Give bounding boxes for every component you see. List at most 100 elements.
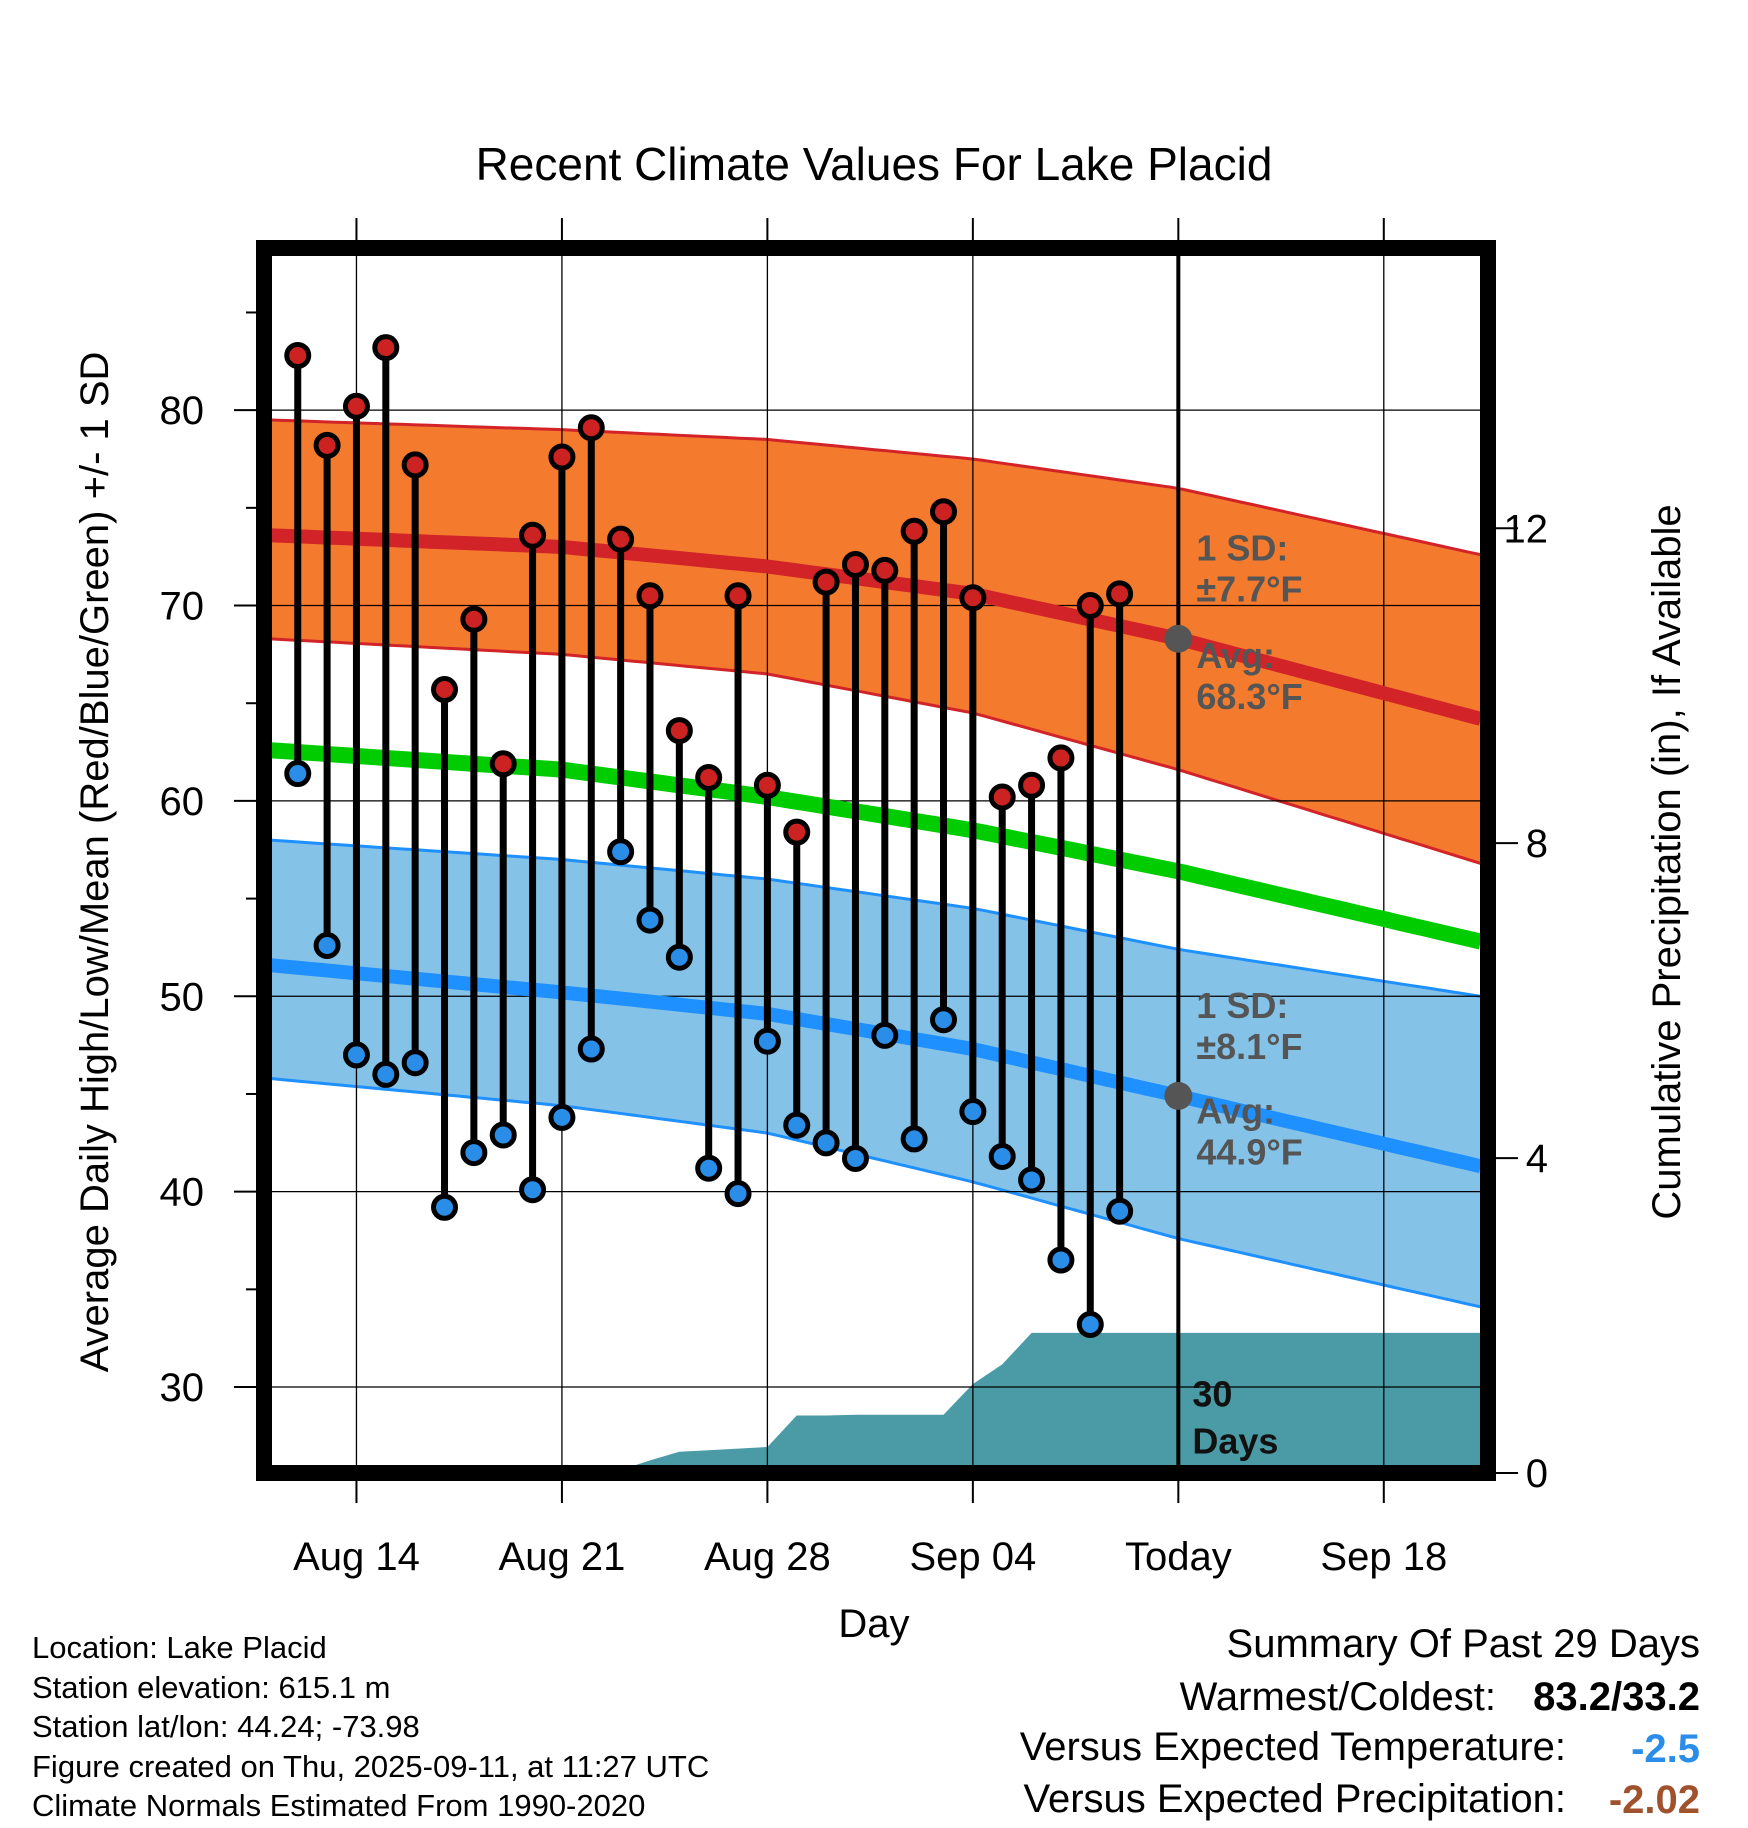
summary-warmest-value: 83.2/33.2 xyxy=(1533,1675,1700,1719)
daily-low-point xyxy=(607,838,635,866)
daily-low-point xyxy=(841,1144,869,1172)
today-high-avg-marker xyxy=(1164,624,1193,653)
y-axis-label: Average Daily High/Low/Mean (Red/Blue/Gr… xyxy=(73,352,117,1373)
daily-high-point xyxy=(460,605,488,633)
high-sd-label: 1 SD: xyxy=(1196,528,1288,569)
x-tick-label: Sep 04 xyxy=(909,1535,1036,1579)
daily-low-point xyxy=(783,1111,811,1139)
daily-high-point xyxy=(1106,580,1134,608)
daily-high-point xyxy=(548,443,576,471)
low-avg-value: 44.9°F xyxy=(1196,1131,1302,1172)
daily-high-point xyxy=(401,451,429,479)
y2-tick-label: 12 xyxy=(1504,507,1549,551)
x-tick-label: Aug 21 xyxy=(499,1535,626,1579)
summary-temp-label: Versus Expected Temperature: xyxy=(1020,1725,1566,1769)
summary-heading: Summary Of Past 29 Days xyxy=(1227,1622,1700,1666)
y-tick-label: 70 xyxy=(160,585,205,629)
x-axis-label: Day xyxy=(838,1602,909,1646)
daily-low-point xyxy=(812,1129,840,1157)
daily-high-point xyxy=(489,750,517,778)
daily-high-point xyxy=(431,676,459,704)
daily-low-point xyxy=(753,1027,781,1055)
daily-high-point xyxy=(930,498,958,526)
daily-high-point xyxy=(871,556,899,584)
daily-low-point xyxy=(519,1176,547,1204)
daily-high-point xyxy=(636,582,664,610)
info-location: Location: Lake Placid xyxy=(32,1630,327,1665)
daily-low-point xyxy=(431,1193,459,1221)
daily-low-point xyxy=(1018,1166,1046,1194)
y-tick-label: 60 xyxy=(160,780,205,824)
x-tick-label: Sep 18 xyxy=(1320,1535,1447,1579)
chart-title: Recent Climate Values For Lake Placid xyxy=(476,138,1273,190)
y2-axis-label: Cumulative Precipitation (in), If Availa… xyxy=(1645,504,1689,1219)
y2-tick-label: 8 xyxy=(1526,822,1548,866)
x-tick-label: Aug 14 xyxy=(293,1535,420,1579)
low-avg-label: Avg: xyxy=(1196,1090,1275,1131)
summary-temp-value: -2.5 xyxy=(1631,1727,1700,1771)
today-low-avg-marker xyxy=(1164,1081,1193,1110)
daily-low-point xyxy=(548,1103,576,1131)
high-sd-value: ±7.7°F xyxy=(1196,569,1302,610)
y-tick-label: 30 xyxy=(160,1366,205,1410)
days-count-label: 30 xyxy=(1192,1374,1232,1415)
daily-low-point xyxy=(636,906,664,934)
daily-low-point xyxy=(930,1006,958,1034)
daily-high-point xyxy=(988,783,1016,811)
daily-low-point xyxy=(959,1098,987,1126)
daily-low-point xyxy=(1047,1246,1075,1274)
summary-precip-label: Versus Expected Precipitation: xyxy=(1023,1777,1566,1821)
daily-high-point xyxy=(900,517,928,545)
daily-low-point xyxy=(871,1021,899,1049)
summary-warmest-label: Warmest/Coldest: xyxy=(1180,1675,1496,1719)
daily-high-point xyxy=(607,525,635,553)
y2-tick-label: 4 xyxy=(1526,1137,1548,1181)
daily-high-point xyxy=(724,582,752,610)
y-tick-label: 80 xyxy=(160,389,205,433)
daily-low-point xyxy=(695,1154,723,1182)
daily-high-point xyxy=(1076,592,1104,620)
daily-low-point xyxy=(372,1060,400,1088)
info-created: Figure created on Thu, 2025-09-11, at 11… xyxy=(32,1749,709,1784)
high-avg-label: Avg: xyxy=(1196,635,1275,676)
high-band-upper-edge xyxy=(268,418,1482,557)
info-elevation: Station elevation: 615.1 m xyxy=(32,1670,390,1705)
daily-low-point xyxy=(313,931,341,959)
daily-high-point xyxy=(841,551,869,579)
daily-low-point xyxy=(900,1125,928,1153)
daily-low-point xyxy=(284,760,312,788)
daily-low-point xyxy=(988,1142,1016,1170)
daily-high-point xyxy=(695,763,723,791)
daily-high-point xyxy=(753,771,781,799)
low-sd-value: ±8.1°F xyxy=(1196,1026,1302,1067)
station-info: Location: Lake Placid Station elevation:… xyxy=(32,1630,709,1823)
x-tick-label: Aug 28 xyxy=(704,1535,831,1579)
daily-high-point xyxy=(783,818,811,846)
daily-high-point xyxy=(313,431,341,459)
low-sd-label: 1 SD: xyxy=(1196,985,1288,1026)
days-word-label: Days xyxy=(1192,1420,1278,1461)
high-avg-value: 68.3°F xyxy=(1196,676,1302,717)
daily-high-point xyxy=(959,584,987,612)
daily-low-point xyxy=(1076,1311,1104,1339)
daily-high-point xyxy=(665,717,693,745)
daily-high-point xyxy=(1018,771,1046,799)
y-tick-label: 40 xyxy=(160,1171,205,1215)
daily-low-point xyxy=(665,943,693,971)
daily-high-point xyxy=(284,341,312,369)
daily-high-point xyxy=(519,521,547,549)
daily-low-point xyxy=(1106,1197,1134,1225)
daily-high-point xyxy=(577,414,605,442)
daily-low-point xyxy=(489,1121,517,1149)
daily-low-point xyxy=(342,1041,370,1069)
daily-low-point xyxy=(460,1139,488,1167)
daily-low-point xyxy=(577,1035,605,1063)
plot-frame xyxy=(256,240,1496,1481)
info-normals: Climate Normals Estimated From 1990-2020 xyxy=(32,1788,645,1823)
daily-high-point xyxy=(372,334,400,362)
x-tick-label: Today xyxy=(1125,1535,1232,1579)
daily-high-point xyxy=(812,568,840,596)
daily-low-point xyxy=(724,1180,752,1208)
daily-low-point xyxy=(401,1049,429,1077)
